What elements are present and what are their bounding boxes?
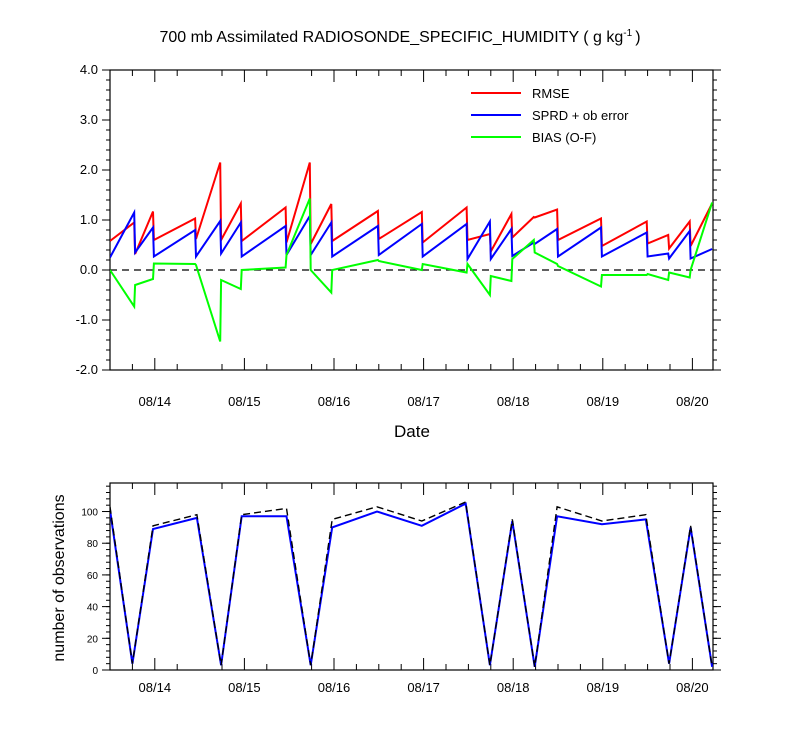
legend-label: BIAS (O-F) [532,130,596,145]
x-tick-label: 08/14 [139,394,172,409]
series-line-possible [110,500,713,667]
x-tick-label: 08/14 [139,680,172,695]
series-line-rmse [110,162,713,256]
x-tick-label: 08/15 [228,394,261,409]
legend-label: RMSE [532,86,570,101]
y-tick-label: 40 [87,603,99,614]
series-line-assimilated [110,502,713,667]
x-tick-label: 08/19 [587,680,620,695]
chart-title: 700 mb Assimilated RADIOSONDE_SPECIFIC_H… [159,28,640,46]
series-line-sprd-ob-error [110,208,713,263]
y-tick-label: -2.0 [76,362,98,377]
x-tick-label: 08/18 [497,394,530,409]
y-axis-label: number of observations [51,494,68,661]
x-axis-label: Date [394,422,430,441]
x-tick-label: 08/16 [318,394,351,409]
y-tick-label: 100 [81,508,98,519]
x-tick-label: 08/15 [228,680,261,695]
x-tick-label: 08/17 [407,680,440,695]
y-tick-label: 20 [87,634,99,645]
y-tick-label: 3.0 [80,112,98,127]
x-tick-label: 08/20 [676,394,709,409]
y-tick-label: 1.0 [80,212,98,227]
y-tick-label: 80 [87,539,99,550]
x-tick-label: 08/19 [587,394,620,409]
legend-label: SPRD + ob error [532,108,629,123]
x-tick-label: 08/20 [676,680,709,695]
y-tick-label: 60 [87,571,99,582]
plot-frame [109,482,714,671]
y-tick-label: 0.0 [80,262,98,277]
x-tick-label: 08/17 [407,394,440,409]
x-tick-label: 08/16 [318,680,351,695]
series-line-bias-o-f- [110,198,713,342]
y-tick-label: 4.0 [80,62,98,77]
x-tick-label: 08/18 [497,680,530,695]
y-tick-label: -1.0 [76,312,98,327]
observations-chart: 08/14 08/15 08/16 08/17 08/18 08/19 08/20 0 20 40… [81,482,721,695]
y-tick-label: 0 [92,666,98,677]
bias-chart: 08/14 08/15 08/16 08/17 08/18 08/19 08/20 -2.0 -… [76,62,721,409]
y-tick-label: 2.0 [80,162,98,177]
